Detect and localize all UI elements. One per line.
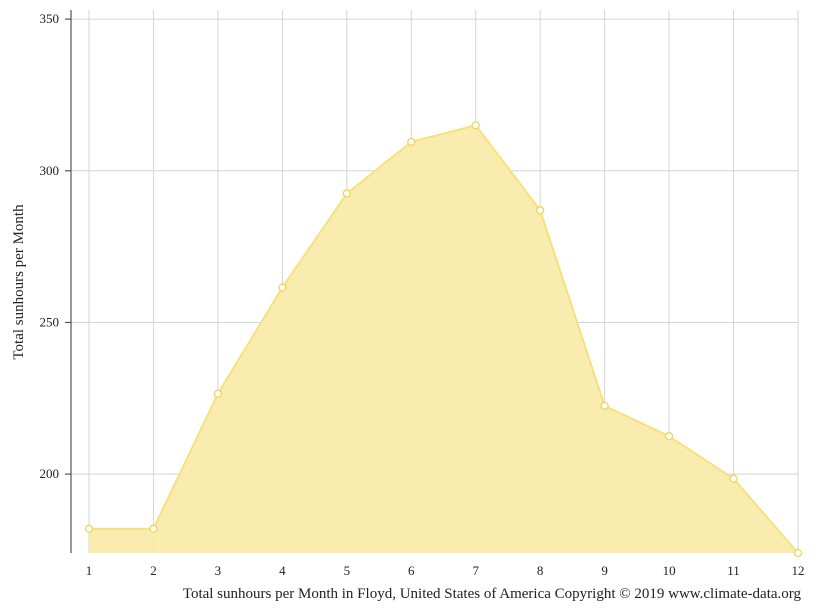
data-point-1 [84,524,94,533]
y-axis-title: Total sunhours per Month [11,204,27,360]
x-tick-label-7: 7 [472,563,479,578]
data-points [84,121,803,558]
y-tick-label-300: 300 [40,163,60,178]
data-point-2 [149,524,158,533]
data-point-12 [793,548,803,558]
x-tick-label-5: 5 [344,563,351,578]
axes [65,10,72,553]
area-series [89,124,799,554]
x-tick-label-10: 10 [663,563,676,578]
area-fill [89,125,798,553]
y-tick-label-250: 250 [40,314,60,329]
x-tick-label-12: 12 [792,563,805,578]
x-tick-label-8: 8 [537,563,544,578]
data-point-9 [600,401,609,411]
data-point-3 [213,389,223,398]
x-tick-label-1: 1 [86,563,93,578]
x-tick-label-6: 6 [408,563,415,578]
x-tick-label-2: 2 [150,563,157,578]
data-point-6 [407,137,416,147]
data-point-11 [729,474,738,483]
data-point-7 [471,121,480,130]
y-tick-label-350: 350 [40,11,60,26]
x-tick-label-9: 9 [601,563,608,578]
data-point-8 [536,206,545,215]
chart-caption: Total sunhours per Month in Floyd, Unite… [183,586,802,602]
x-tick-label-3: 3 [215,563,222,578]
data-point-10 [664,432,674,441]
series-line [89,124,799,554]
y-tick-label-200: 200 [40,466,60,481]
data-point-4 [278,283,287,292]
x-tick-label-11: 11 [727,563,740,578]
data-point-5 [342,189,351,198]
x-tick-label-4: 4 [279,563,286,578]
